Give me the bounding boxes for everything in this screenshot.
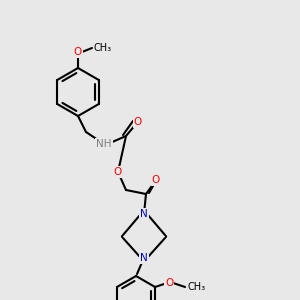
Text: N: N	[140, 253, 148, 263]
Text: NH: NH	[96, 139, 112, 149]
Text: CH₃: CH₃	[187, 282, 205, 292]
Text: O: O	[74, 47, 82, 57]
Text: O: O	[114, 167, 122, 177]
Text: CH₃: CH₃	[94, 43, 112, 53]
Text: N: N	[140, 209, 148, 219]
Text: O: O	[134, 117, 142, 127]
Text: O: O	[152, 175, 160, 185]
Text: O: O	[165, 278, 173, 288]
